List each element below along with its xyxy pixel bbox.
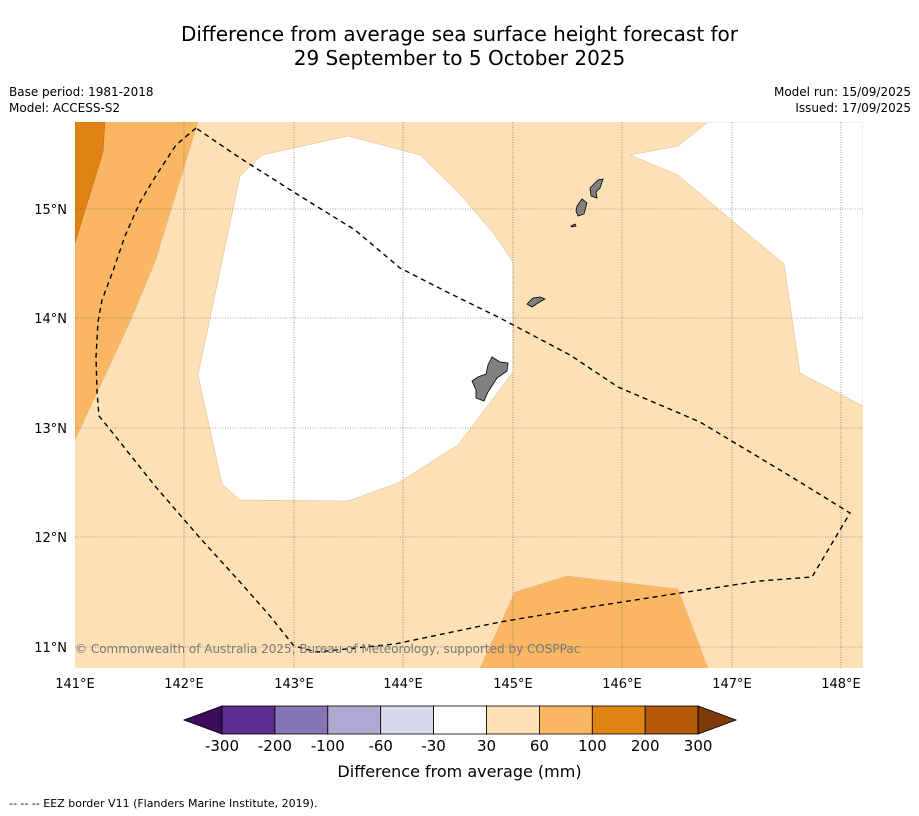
anomaly-neutral-northeast xyxy=(629,122,863,407)
eez-border xyxy=(95,127,851,653)
left-metadata: Base period: 1981-2018 Model: ACCESS-S2 xyxy=(9,84,154,116)
lat-label: 14°N xyxy=(34,312,67,327)
guam-island xyxy=(471,356,509,402)
colorbar-extend-high xyxy=(697,705,738,735)
colorbar-segment xyxy=(539,705,593,735)
lat-label: 15°N xyxy=(34,203,67,218)
lat-label: 13°N xyxy=(34,422,67,437)
colorbar-tick-label: 200 xyxy=(630,737,660,755)
colorbar-tick-label: -200 xyxy=(257,737,292,755)
model-text: Model: ACCESS-S2 xyxy=(9,101,121,115)
anomaly-60-100-south xyxy=(479,575,709,668)
lon-label: 141°E xyxy=(55,677,95,692)
colorbar-segment xyxy=(327,705,382,735)
aguijan-island xyxy=(570,223,577,228)
gridlines xyxy=(75,122,863,668)
rota-island xyxy=(526,296,546,308)
colorbar-tick-label: 300 xyxy=(683,737,713,755)
title-line-2: 29 September to 5 October 2025 xyxy=(293,46,626,70)
issued-text: Issued: 17/09/2025 xyxy=(795,101,911,115)
latitude-labels: 15°N 14°N 13°N 12°N 11°N xyxy=(34,203,67,656)
saipan-island xyxy=(589,178,604,199)
colorbar-tick-label: -30 xyxy=(421,737,446,755)
title-line-1: Difference from average sea surface heig… xyxy=(180,22,739,46)
lon-label: 146°E xyxy=(602,677,642,692)
colorbar-segment xyxy=(486,705,540,735)
colorbar-tick-label: -100 xyxy=(310,737,345,755)
colorbar-segment xyxy=(644,705,699,735)
colorbar-segment xyxy=(380,705,435,735)
lon-label: 143°E xyxy=(274,677,314,692)
copyright-notice: © Commonwealth of Australia 2025, Bureau… xyxy=(75,642,581,656)
colorbar-segment xyxy=(274,705,329,735)
tinian-island xyxy=(575,198,588,217)
lon-label: 142°E xyxy=(164,677,204,692)
longitude-labels: 141°E 142°E 143°E 144°E 145°E 146°E 147°… xyxy=(55,677,861,692)
colorbar-segment xyxy=(591,705,646,735)
colorbar-tick-label: -300 xyxy=(204,737,240,755)
colorbar-label: Difference from average (mm) xyxy=(337,762,582,781)
right-metadata: Model run: 15/09/2025 Issued: 17/09/2025 xyxy=(774,84,911,116)
land-masses xyxy=(471,178,604,402)
colorbar-segment xyxy=(221,705,276,735)
colorbar-tick-label: 30 xyxy=(476,737,497,755)
colorbar-tick-label: 60 xyxy=(529,737,549,755)
map-title: Difference from average sea surface heig… xyxy=(0,22,919,70)
lon-label: 148°E xyxy=(821,677,861,692)
base-period-text: Base period: 1981-2018 xyxy=(9,85,154,99)
anomaly-100-200-west xyxy=(75,122,106,244)
lat-label: 11°N xyxy=(34,641,67,656)
lon-label: 147°E xyxy=(712,677,752,692)
lat-label: 12°N xyxy=(34,531,67,546)
colorbar xyxy=(182,705,738,735)
anomaly-60-100-west xyxy=(75,122,199,441)
map-plot-area xyxy=(75,122,863,668)
colorbar-segment xyxy=(433,705,487,735)
lon-label: 144°E xyxy=(383,677,423,692)
model-run-text: Model run: 15/09/2025 xyxy=(773,85,911,99)
colorbar-tick-label: -60 xyxy=(368,737,393,755)
lon-label: 145°E xyxy=(493,677,533,692)
colorbar-tick-label: 100 xyxy=(577,737,607,755)
colorbar-extend-low xyxy=(182,705,223,735)
eez-legend-note: -- -- -- EEZ border V11 (Flanders Marine… xyxy=(9,797,318,810)
